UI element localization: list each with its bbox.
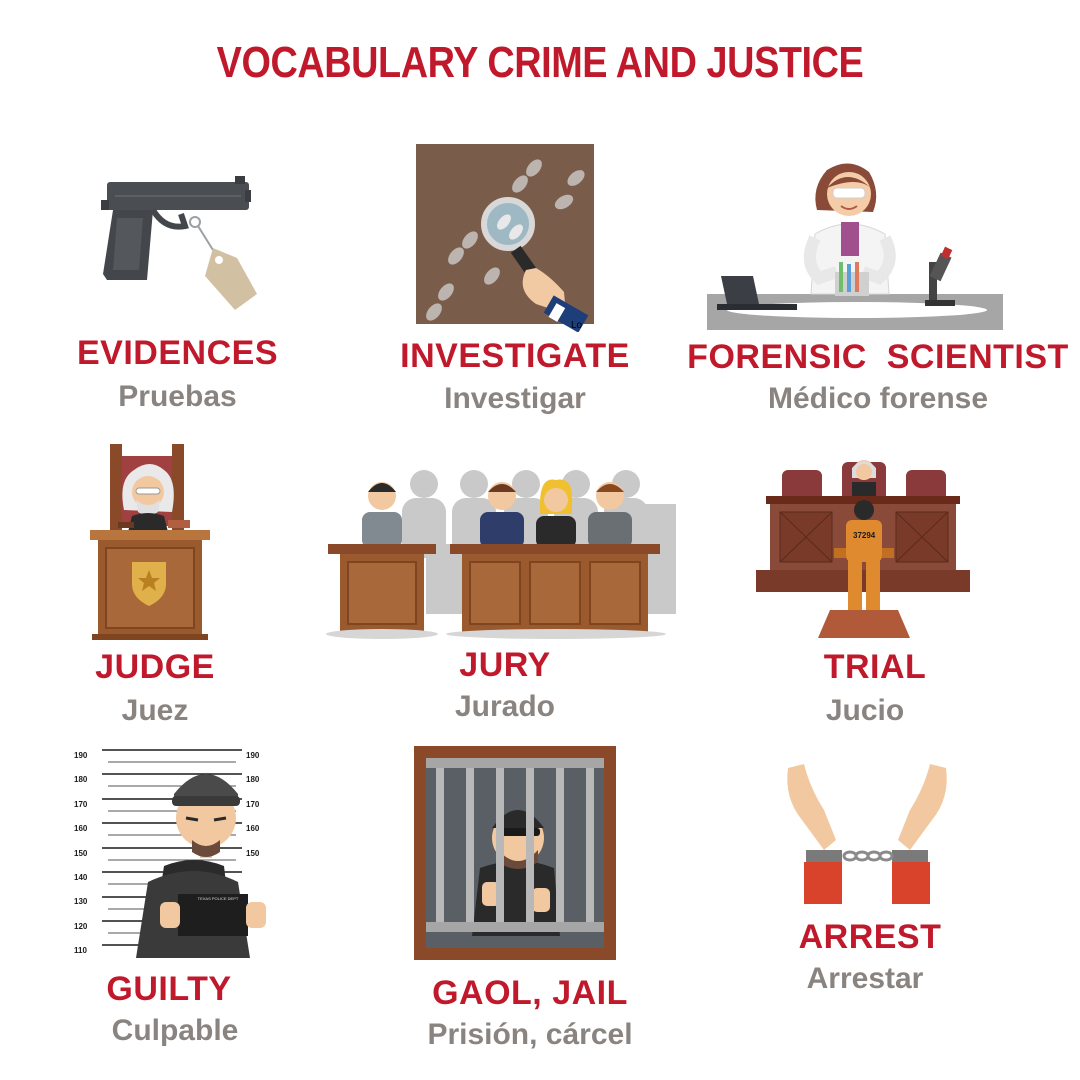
scientist-lab-icon [707, 152, 1003, 332]
term-arrest: ARREST [798, 918, 942, 956]
page-title: VOCABULARY CRIME AND JUSTICE [216, 38, 864, 87]
pistol-evidence-icon [95, 170, 270, 315]
term-judge: JUDGE [95, 648, 215, 686]
translation-guilty: Culpable [111, 1014, 239, 1047]
scale-label: 110 [74, 946, 87, 956]
term-investigate: INVESTIGATE [400, 337, 630, 375]
scale-label: 190 [246, 751, 260, 760]
translation-trial: Jucio [825, 694, 905, 727]
term-forensic-scientist: FORENSIC SCIENTIST [687, 338, 1069, 376]
scale-label: 120 [74, 921, 88, 931]
translation-gaol-jail: Prisión, cárcel [427, 1018, 633, 1051]
scale-label: 170 [246, 799, 260, 809]
height-scale-left: 190 180 170 160 150 140 130 120 110 [74, 744, 98, 964]
prisoner-number: 37294 [853, 531, 876, 540]
translation-investigate: Investigar [444, 382, 586, 415]
scale-label: 130 [74, 897, 88, 907]
mugshot-board-text: TEXAS POLICE DEPT [197, 896, 239, 901]
translation-evidences: Pruebas [118, 380, 237, 413]
watermark-text: Lo [571, 320, 583, 331]
jail-cell-icon [414, 746, 618, 964]
term-guilty: GUILTY [106, 970, 232, 1008]
judge-bench-icon [88, 440, 212, 642]
scale-label: 150 [246, 848, 260, 858]
scale-label: 150 [74, 848, 88, 858]
scale-label: 160 [246, 824, 260, 834]
term-evidences: EVIDENCES [77, 334, 278, 372]
jury-box-icon [326, 464, 676, 640]
term-trial: TRIAL [823, 648, 927, 686]
scale-label: 140 [74, 873, 88, 883]
scale-label: 160 [74, 824, 88, 834]
term-jury: JURY [459, 646, 551, 684]
term-gaol-jail: GAOL, JAIL [432, 974, 628, 1012]
scale-label: 180 [246, 775, 260, 785]
mugshot-icon [74, 742, 270, 960]
scale-label: 190 [74, 751, 88, 760]
translation-judge: Juez [121, 694, 189, 727]
translation-arrest: Arrestar [806, 962, 924, 995]
magnifier-footprints-icon [416, 144, 596, 332]
handcuffs-icon [780, 758, 954, 908]
height-scale-right: 190 180 170 160 150 [246, 744, 270, 866]
scale-label: 180 [74, 775, 88, 785]
scale-label: 170 [74, 799, 88, 809]
courtroom-trial-icon [756, 456, 972, 642]
translation-jury: Jurado [454, 690, 556, 723]
translation-forensic-scientist: Médico forense [767, 382, 989, 415]
